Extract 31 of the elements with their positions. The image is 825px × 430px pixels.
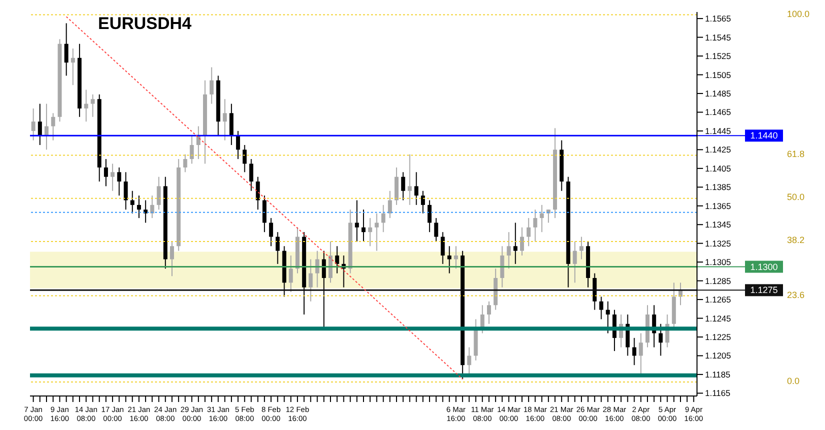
y-tick-label: 1.1245 <box>705 313 732 324</box>
y-tick-label: 1.1405 <box>705 163 732 174</box>
y-tick-label: 1.1485 <box>705 88 732 98</box>
y-tick-label: 1.1545 <box>705 32 732 42</box>
text: 23.6 <box>787 290 805 301</box>
ref-line-label: 1.1300 <box>750 262 778 272</box>
text: 0.0 <box>787 376 800 387</box>
y-tick-label: 1.1565 <box>705 14 732 24</box>
text: 50.0 <box>787 192 805 204</box>
text: 61.8 <box>787 149 805 160</box>
chart-title: EURUSDH4 <box>98 14 192 34</box>
y-tick-label: 1.1345 <box>705 220 732 230</box>
y-tick-label: 1.1165 <box>705 388 731 398</box>
y-tick-label: 1.1265 <box>705 294 732 305</box>
ref-line-label: 1.1440 <box>750 130 778 141</box>
text: 100.0 <box>787 8 810 20</box>
ref-line-label: 1.1275 <box>750 285 778 296</box>
y-tick-label: 1.1445 <box>705 126 732 136</box>
y-tick-label: 1.1425 <box>705 144 732 155</box>
y-tick-label: 1.1525 <box>705 51 732 62</box>
y-tick-label: 1.1465 <box>705 107 732 118</box>
y-tick-label: 1.1285 <box>705 276 732 286</box>
y-tick-label: 1.1225 <box>705 332 732 342</box>
y-tick-label: 1.1205 <box>705 350 732 361</box>
y-tick-label: 1.1365 <box>705 200 732 211</box>
y-tick-label: 1.1385 <box>705 182 732 192</box>
y-tick-label: 1.1185 <box>705 369 731 380</box>
y-tick-label: 1.1305 <box>705 257 732 268</box>
text: 38.2 <box>787 235 805 246</box>
y-tick-label: 1.1325 <box>705 238 732 248</box>
y-tick-label: 1.1505 <box>705 70 732 80</box>
